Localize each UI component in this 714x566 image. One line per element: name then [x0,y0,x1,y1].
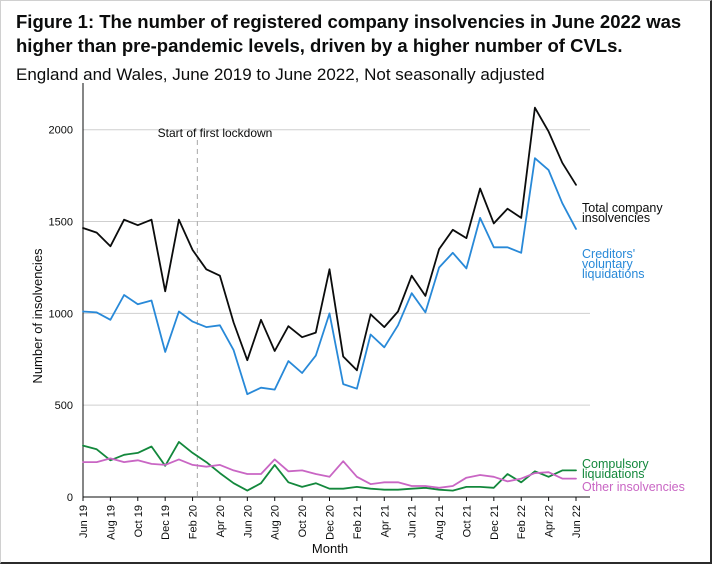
lockdown-annotation: Start of first lockdown [158,126,273,140]
x-tick-label: Feb 21 [352,505,364,539]
series-label-2: Compulsory [582,457,649,471]
x-tick-label: Jun 22 [571,505,583,538]
x-tick-label: Feb 22 [516,505,528,539]
x-tick-label: Feb 20 [188,505,200,539]
y-tick-label: 2000 [49,125,73,137]
series-label-0: Total company [582,201,663,215]
y-tick-label: 1500 [49,217,73,229]
series-line-1 [82,157,577,396]
x-tick-label: Apr 20 [215,505,227,537]
series-line-3 [82,457,577,489]
x-tick-label: Dec 19 [160,505,172,540]
x-tick-label: Jun 20 [242,505,254,538]
series-label-1: liquidations [582,267,645,281]
x-tick-label: Oct 20 [297,505,309,537]
x-axis-title: Month [312,541,348,556]
chart-title: Figure 1: The number of registered compa… [16,11,682,56]
x-tick-label: Aug 20 [270,505,282,540]
series-label-3: Other insolvencies [582,480,685,494]
y-tick-label: 1000 [49,308,73,320]
x-tick-label: Jun 19 [78,505,90,538]
x-tick-label: Dec 20 [325,505,337,540]
y-axis-title: Number of insolvencies [30,248,45,384]
series-label-0: insolvencies [582,211,650,225]
x-tick-label: Apr 22 [544,505,556,537]
chart-subtitle: England and Wales, June 2019 to June 202… [16,65,545,84]
y-tick-label: 0 [67,492,73,504]
x-tick-label: Oct 19 [133,505,145,537]
series-label-2: liquidations [582,467,645,481]
x-tick-label: Apr 21 [379,505,391,537]
x-tick-label: Aug 19 [105,505,117,540]
series-line-2 [82,440,577,492]
y-tick-label: 500 [55,400,73,412]
series-label-1: Creditors' [582,247,635,261]
x-tick-label: Dec 21 [489,505,501,540]
x-tick-label: Aug 21 [434,505,446,540]
x-tick-label: Oct 21 [461,505,473,537]
series-line-0 [82,106,577,372]
x-tick-label: Jun 21 [407,505,419,538]
series-label-1: voluntary [582,257,633,271]
